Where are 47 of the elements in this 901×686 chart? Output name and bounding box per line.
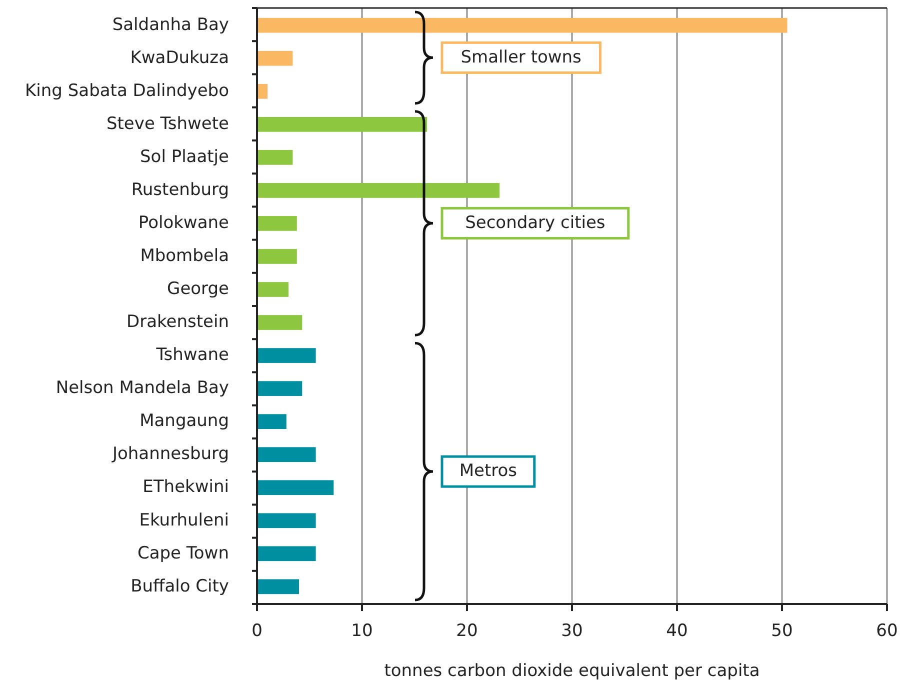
x-tick-label: 20 — [456, 621, 478, 641]
bar — [257, 348, 316, 363]
bar — [257, 249, 297, 264]
y-tick-label: Tshwane — [155, 345, 229, 366]
x-axis-title: tonnes carbon dioxide equivalent per capita — [384, 661, 760, 681]
bar — [257, 381, 302, 396]
bar — [257, 150, 293, 165]
x-tick-label: 30 — [561, 621, 583, 641]
y-tick-label: Sol Plaatje — [140, 147, 229, 168]
y-tick-label: KwaDukuza — [130, 48, 229, 68]
y-tick-label: Steve Tshwete — [106, 114, 229, 134]
bar — [257, 18, 788, 33]
y-tick-label: Cape Town — [137, 543, 229, 564]
bar — [257, 84, 268, 99]
y-tick-label: EThekwini — [142, 477, 229, 498]
x-tick-label: 60 — [876, 621, 898, 641]
bar — [257, 216, 297, 231]
x-tick-label: 0 — [252, 621, 262, 641]
y-tick-label: Nelson Mandela Bay — [56, 378, 229, 398]
y-tick-label: Mbombela — [140, 246, 229, 266]
y-tick-label: King Sabata Dalindyebo — [25, 81, 229, 102]
x-tick-label: 40 — [666, 621, 688, 641]
y-tick-label: Ekurhuleni — [139, 510, 229, 530]
bar — [257, 546, 316, 562]
y-tick-label: Polokwane — [138, 213, 229, 234]
bar — [257, 414, 286, 429]
bar — [257, 50, 293, 66]
x-tick-label: 50 — [771, 621, 793, 641]
y-tick-label: George — [167, 279, 229, 300]
bar — [257, 480, 334, 496]
annotation: Secondary cities — [465, 212, 606, 233]
annotation: Smaller towns — [460, 47, 582, 68]
y-tick-label: Drakenstein — [126, 312, 229, 332]
y-tick-label: Mangaung — [140, 411, 229, 432]
annotation: Metros — [459, 461, 518, 482]
bar — [257, 447, 316, 462]
bar — [257, 116, 428, 132]
bar — [257, 513, 316, 528]
y-tick-label: Saldanha Bay — [112, 14, 229, 35]
y-tick-label: Buffalo City — [130, 576, 229, 596]
bar — [257, 579, 299, 594]
y-tick-label: Johannesburg — [111, 444, 229, 464]
bar — [257, 282, 288, 297]
y-tick-label: Rustenburg — [131, 180, 229, 200]
bar — [257, 315, 302, 330]
bar — [257, 183, 500, 198]
x-tick-label: 10 — [351, 621, 373, 641]
